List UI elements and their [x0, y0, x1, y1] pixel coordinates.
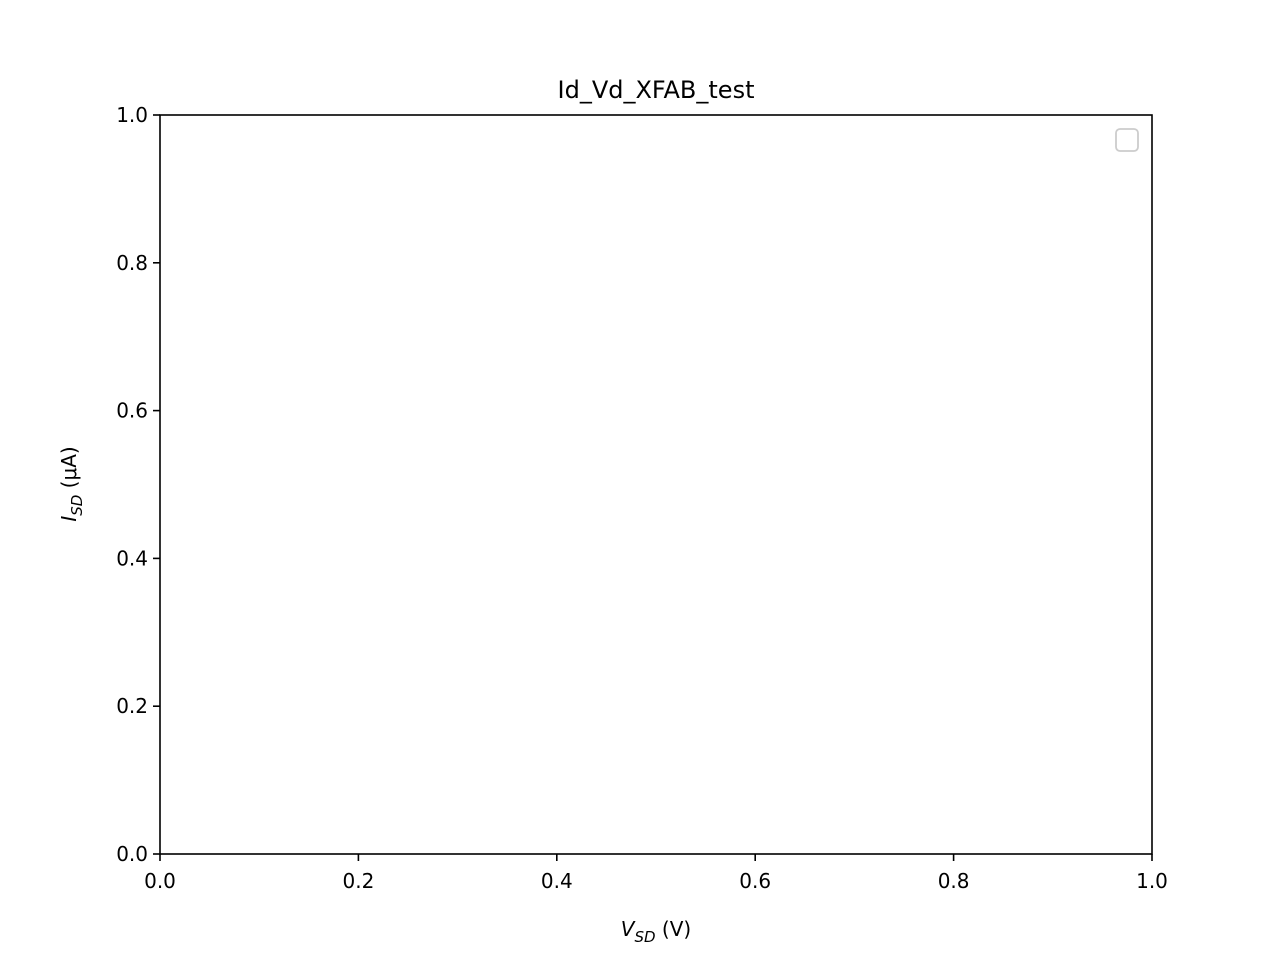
y-axis-ticks: 0.0 0.2 0.4 0.6 0.8 1.0 [116, 103, 160, 866]
chart-title: Id_Vd_XFAB_test [558, 76, 755, 104]
x-tick-label: 0.6 [739, 869, 771, 893]
x-tick-label: 0.2 [342, 869, 374, 893]
y-axis-label-main: I [57, 516, 81, 522]
x-axis-label-unit: (V) [656, 917, 692, 941]
y-tick-label: 0.8 [116, 251, 148, 275]
x-tick-label: 0.8 [938, 869, 970, 893]
plot-frame [159, 114, 1153, 855]
y-tick-label: 0.2 [116, 694, 148, 718]
x-tick-label: 0.0 [144, 869, 176, 893]
x-axis-label-main: V [621, 917, 636, 941]
x-tick-label: 0.4 [541, 869, 573, 893]
y-axis-label-subscript: SD [68, 495, 86, 516]
x-axis-ticks: 0.0 0.2 0.4 0.6 0.8 1.0 [144, 854, 1168, 893]
legend-box [1115, 128, 1139, 152]
y-tick-label: 1.0 [116, 103, 148, 127]
y-axis-label-unit: (μA) [57, 446, 81, 494]
x-tick-label: 1.0 [1136, 869, 1168, 893]
y-tick-label: 0.4 [116, 546, 148, 570]
y-axis-label: ISD (μA) [57, 446, 86, 521]
x-axis-label-subscript: SD [634, 928, 655, 946]
x-axis-label: VSD (V) [621, 917, 691, 946]
y-tick-label: 0.0 [116, 842, 148, 866]
y-tick-label: 0.6 [116, 399, 148, 423]
plot-area [160, 115, 1152, 854]
